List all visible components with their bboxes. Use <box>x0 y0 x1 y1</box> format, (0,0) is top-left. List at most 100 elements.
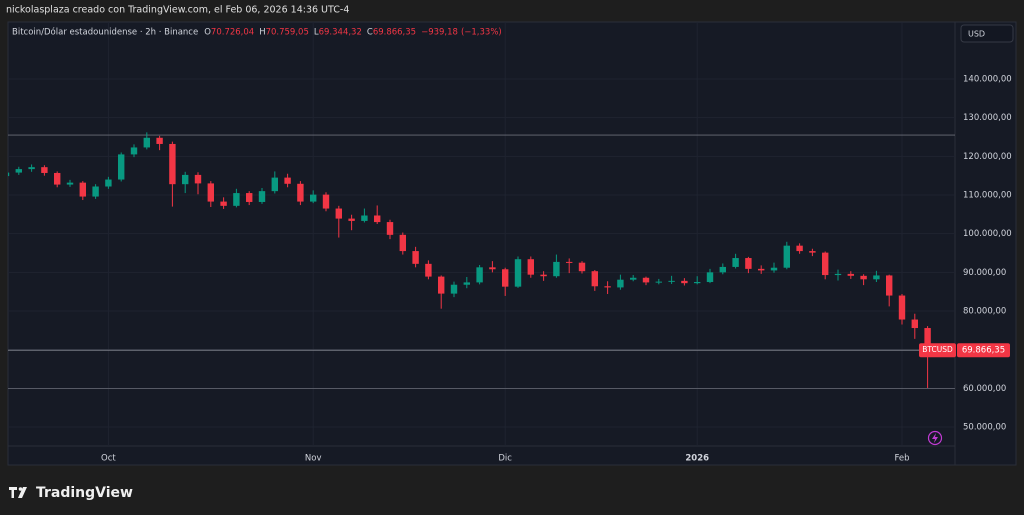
candle-body <box>655 281 662 283</box>
candle-body <box>41 167 48 173</box>
candle-body <box>745 258 752 269</box>
y-tick-label: 120.000,00 <box>963 152 1012 162</box>
candle-body <box>182 174 189 185</box>
last-price-label: 69.866,35 <box>962 346 1005 356</box>
candle-body <box>566 261 573 263</box>
y-tick-label: 80.000,00 <box>963 307 1006 317</box>
candle-body <box>847 273 854 276</box>
legend-change: −939,18 <box>421 28 458 38</box>
candle-body <box>886 275 893 296</box>
candle-body <box>220 201 227 206</box>
candle-body <box>758 268 765 271</box>
y-tick-label: 60.000,00 <box>963 384 1006 394</box>
legend-key: H <box>259 28 265 38</box>
y-tick-label: 110.000,00 <box>963 191 1012 201</box>
last-price-box <box>957 343 1010 358</box>
candle-body <box>310 194 317 202</box>
legend-value: 70.726,04 <box>211 28 254 38</box>
header-text: nickolasplaza creado con TradingView.com… <box>6 5 349 16</box>
candle-body <box>450 284 458 294</box>
x-tick-label: Oct <box>101 454 116 464</box>
candle-body <box>246 193 253 202</box>
candle-body <box>617 279 624 288</box>
legend-key: C <box>367 28 373 38</box>
candle-body <box>796 245 803 252</box>
candle-body <box>476 267 483 283</box>
legend-value: 69.866,35 <box>373 28 416 38</box>
legend-key: O <box>204 28 211 38</box>
symbol-tag-box <box>919 343 956 358</box>
currency-button-text[interactable]: USD <box>968 30 985 39</box>
candle-body <box>514 259 522 287</box>
candle-body <box>898 295 906 320</box>
candle-body <box>105 179 112 187</box>
y-tick-label: 50.000,00 <box>963 423 1006 433</box>
candle-body <box>668 280 675 282</box>
candle-body <box>706 272 714 283</box>
grid <box>8 22 955 446</box>
candle-body <box>8 172 10 177</box>
y-tick-label: 140.000,00 <box>963 74 1012 84</box>
candle-body <box>271 177 278 192</box>
candle-body <box>335 208 342 219</box>
candle-body <box>374 215 381 223</box>
candle-body <box>578 262 586 272</box>
legend-key: L <box>314 28 319 38</box>
candle-body <box>630 277 637 280</box>
candle-body <box>143 137 150 148</box>
candle-body <box>681 280 688 284</box>
candle-body <box>860 275 867 280</box>
candle-body <box>79 182 86 197</box>
candle-body <box>694 282 701 284</box>
candle-body <box>809 251 816 253</box>
candle-body <box>194 174 202 184</box>
candle-body <box>15 169 22 173</box>
candle-body <box>169 143 176 185</box>
candle-body <box>412 251 419 264</box>
candle-body <box>348 218 355 221</box>
candle-body <box>438 276 445 294</box>
candle-body <box>258 191 266 202</box>
candle-body <box>66 182 74 185</box>
candle-body <box>822 252 829 276</box>
legend-value: 69.344,32 <box>319 28 362 38</box>
candle-body <box>540 274 547 277</box>
x-tick-label: Feb <box>894 454 909 464</box>
candle-body <box>719 266 726 273</box>
labels: 50.000,0060.000,0070.000,0080.000,0090.0… <box>101 28 1012 464</box>
candle-body <box>207 183 214 202</box>
candle-body <box>92 186 99 197</box>
candle-body <box>502 269 509 287</box>
candle-body <box>783 245 790 268</box>
candle-body <box>28 167 35 170</box>
y-tick-label: 100.000,00 <box>963 229 1012 239</box>
currency-button[interactable] <box>960 24 1014 43</box>
candle-body <box>130 147 138 155</box>
candle-body <box>873 275 880 280</box>
candle-body <box>361 215 368 221</box>
candle-body <box>489 267 496 270</box>
event-icon <box>927 430 943 446</box>
candle-body <box>604 286 611 288</box>
candle-body <box>642 277 650 283</box>
footer-logo-text: TradingView <box>36 485 133 501</box>
candle-body <box>834 273 842 276</box>
x-tick-label: Nov <box>305 454 322 464</box>
plot <box>8 132 955 389</box>
candle-body <box>322 194 330 209</box>
logo <box>9 487 27 498</box>
candle-body <box>297 183 304 202</box>
candle-body <box>591 271 598 287</box>
x-tick-label: Dic <box>498 454 512 464</box>
candle-body <box>911 319 918 329</box>
chart-title: Bitcoin/Dólar estadounidense · 2h · Bina… <box>12 27 198 38</box>
candle-body <box>386 222 394 235</box>
candle-body <box>425 263 432 277</box>
candle-body <box>770 267 778 271</box>
legend-change-pct: (−1,33%) <box>461 28 502 38</box>
candle-body <box>54 172 61 185</box>
candle-body <box>399 234 406 252</box>
y-tick-label: 130.000,00 <box>963 113 1012 123</box>
